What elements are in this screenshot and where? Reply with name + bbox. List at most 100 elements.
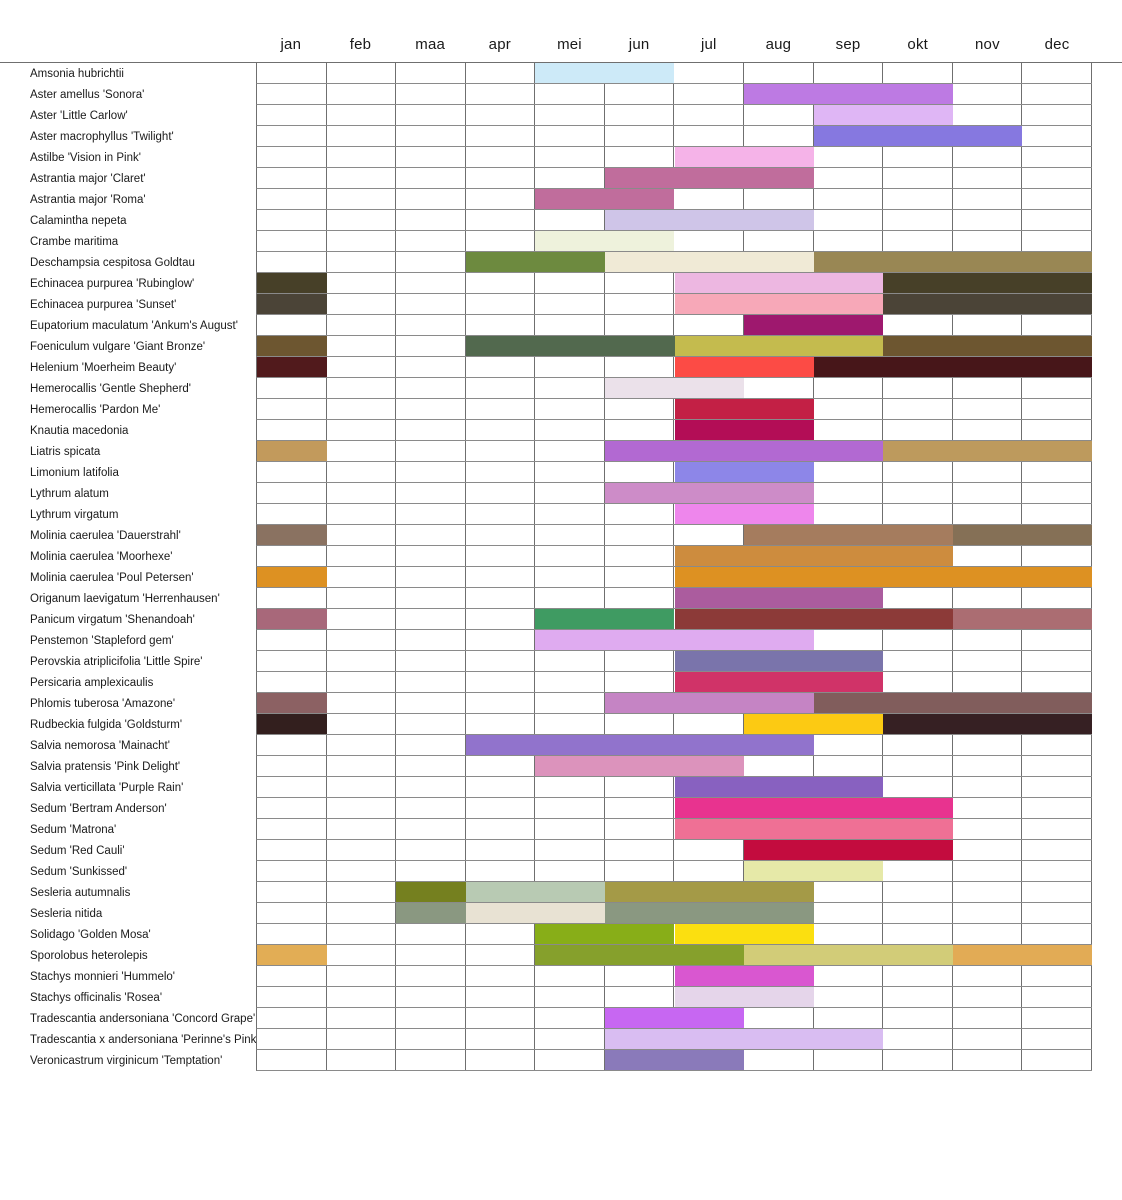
month-cell <box>1022 546 1092 566</box>
month-cell <box>465 357 536 377</box>
month-cell <box>326 147 397 167</box>
bloom-bar <box>604 210 814 230</box>
month-cell <box>604 420 675 440</box>
month-cell <box>744 189 814 209</box>
month-cell <box>813 903 884 923</box>
month-cell <box>535 546 605 566</box>
month-cell <box>465 651 536 671</box>
month-cell <box>257 756 327 776</box>
bloom-bar <box>465 882 605 902</box>
bloom-bar <box>883 294 1092 314</box>
plant-row-months <box>256 252 1092 273</box>
month-cell <box>465 525 536 545</box>
bloom-calendar-chart: jan feb maa apr mei jun jul aug sep okt nov dec Ams… <box>0 0 1122 1071</box>
month-cell <box>1022 231 1092 251</box>
month-cell <box>535 672 605 692</box>
plant-label: Foeniculum vulgare 'Giant Bronze' <box>30 340 206 353</box>
month-cell <box>396 315 466 335</box>
plant-row-months <box>256 504 1092 525</box>
month-label-feb: feb <box>349 36 372 53</box>
month-cell <box>535 147 605 167</box>
bloom-bar <box>396 903 466 923</box>
month-cell <box>396 336 466 356</box>
month-cell <box>257 399 327 419</box>
month-cell <box>465 399 536 419</box>
plant-row: Eupatorium maculatum 'Ankum's August' <box>0 315 1122 336</box>
plant-row-months <box>256 189 1092 210</box>
month-cell <box>1022 966 1092 986</box>
month-cell <box>257 546 327 566</box>
month-cell <box>257 735 327 755</box>
plant-row-months <box>256 126 1092 147</box>
plant-row-months <box>256 945 1092 966</box>
plant-label: Astrantia major 'Roma' <box>30 193 146 206</box>
month-cell <box>813 483 884 503</box>
month-cell <box>674 126 745 146</box>
plant-label: Penstemon 'Stapleford gem' <box>30 634 174 647</box>
bloom-bar <box>604 903 814 923</box>
month-cell <box>604 462 675 482</box>
month-cell <box>465 315 536 335</box>
plant-row: Liatris spicata <box>0 441 1122 462</box>
month-cell <box>396 399 466 419</box>
plant-label: Sedum 'Red Cauli' <box>30 844 125 857</box>
month-cell <box>883 756 953 776</box>
month-label-mei: mei <box>557 36 582 53</box>
month-cell <box>326 609 397 629</box>
month-cell <box>1022 987 1092 1007</box>
plant-row-months <box>256 315 1092 336</box>
bloom-bar <box>604 1008 745 1028</box>
plant-row: Molinia caerulea 'Moorhexe' <box>0 546 1122 567</box>
month-cell <box>257 840 327 860</box>
plant-row: Aster amellus 'Sonora' <box>0 84 1122 105</box>
month-cell <box>674 525 745 545</box>
month-cell <box>396 84 466 104</box>
month-header-row: jan feb maa apr mei jun jul aug sep okt nov dec <box>0 0 1122 62</box>
bloom-bar <box>674 294 884 314</box>
month-cell <box>396 441 466 461</box>
plant-row-months <box>256 168 1092 189</box>
month-cell <box>952 756 1023 776</box>
plant-row: Sedum 'Bertram Anderson' <box>0 798 1122 819</box>
month-cell <box>257 63 327 83</box>
month-cell <box>813 504 884 524</box>
month-cell <box>326 903 397 923</box>
month-cell <box>952 840 1023 860</box>
month-cell <box>396 966 466 986</box>
plant-row: Crambe maritima <box>0 231 1122 252</box>
month-cell <box>952 588 1023 608</box>
month-cell <box>604 504 675 524</box>
month-cell <box>326 924 397 944</box>
month-cell <box>396 798 466 818</box>
month-cell <box>535 861 605 881</box>
month-cell <box>326 378 397 398</box>
month-cell <box>604 567 675 587</box>
month-cell <box>535 462 605 482</box>
month-cell <box>1022 126 1092 146</box>
month-cell <box>257 189 327 209</box>
bloom-bar <box>744 84 953 104</box>
plant-row: Echinacea purpurea 'Rubinglow' <box>0 273 1122 294</box>
bloom-bar <box>674 609 953 629</box>
month-cell <box>535 84 605 104</box>
plant-label: Solidago 'Golden Mosa' <box>30 928 151 941</box>
month-cell <box>535 294 605 314</box>
month-cell <box>396 588 466 608</box>
month-cell <box>396 777 466 797</box>
month-cell <box>813 189 884 209</box>
plant-row: Hemerocallis 'Gentle Shepherd' <box>0 378 1122 399</box>
plant-row-months <box>256 756 1092 777</box>
month-cell <box>396 483 466 503</box>
bloom-bar <box>257 336 327 356</box>
month-cell <box>326 420 397 440</box>
bloom-bar <box>604 168 814 188</box>
month-cell <box>883 1029 953 1049</box>
month-cell <box>535 126 605 146</box>
month-cell <box>813 924 884 944</box>
plant-row-months <box>256 840 1092 861</box>
month-cell <box>535 399 605 419</box>
plant-row-months <box>256 609 1092 630</box>
month-cell <box>674 861 745 881</box>
month-cell <box>326 1029 397 1049</box>
month-cell <box>604 105 675 125</box>
